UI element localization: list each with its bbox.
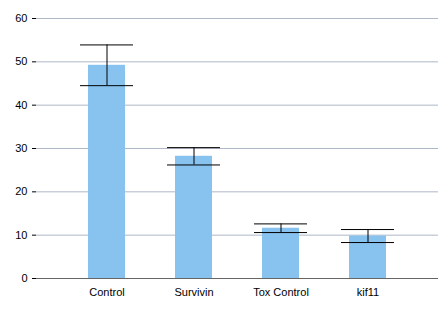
svg-text:kif11: kif11 xyxy=(357,286,379,298)
svg-text:10: 10 xyxy=(15,229,27,241)
svg-text:60: 60 xyxy=(15,12,27,24)
svg-text:30: 30 xyxy=(15,142,27,154)
svg-text:20: 20 xyxy=(15,185,27,197)
svg-text:40: 40 xyxy=(15,99,27,111)
svg-text:Survivin: Survivin xyxy=(174,286,213,298)
svg-text:50: 50 xyxy=(15,55,27,67)
svg-text:Control: Control xyxy=(89,286,124,298)
svg-text:Tox Control: Tox Control xyxy=(253,286,309,298)
svg-text:0: 0 xyxy=(21,272,27,284)
